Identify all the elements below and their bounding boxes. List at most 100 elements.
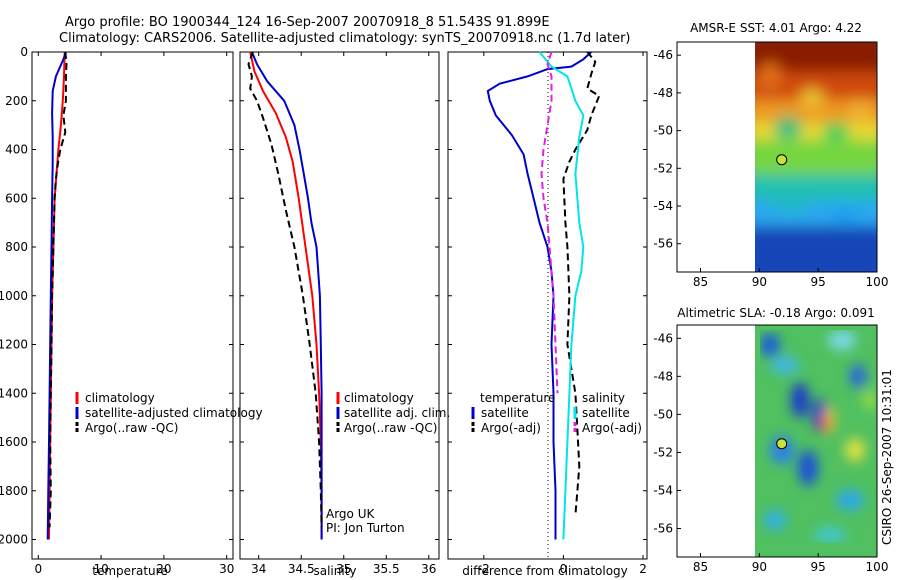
series-line-salinity-argo-adj- <box>540 51 559 394</box>
x-tick-label: 0 <box>560 562 568 576</box>
temperature-series <box>46 51 68 540</box>
temperature-y-ticks: 0 200 400 600 800 1000 1200 1400 1600 1800 2000 <box>0 45 233 547</box>
salinity-axes-frame <box>239 51 440 560</box>
legend-label-argo: Argo(..raw -QC) <box>85 421 178 435</box>
y-tick-label: 600 <box>5 191 28 205</box>
map-y-tick-label: -46 <box>653 48 673 62</box>
sla-map-panel: Altimetric SLA: -0.18 Argo: 0.091 <box>653 306 888 574</box>
series-line-climatology <box>249 51 323 540</box>
timestamp-stamp: CSIRO 26-Sep-2007 10:31:01 <box>880 369 894 545</box>
difference-panel: -2 0 2 difference from climatology tempera… <box>447 51 648 578</box>
difference-series <box>486 51 601 540</box>
header-line-2: Climatology: CARS2006. Satellite-adjuste… <box>59 31 631 46</box>
x-tick-label: 10 <box>93 562 108 576</box>
map-x-tick-label: 90 <box>752 275 767 289</box>
y-tick-label: 0 <box>20 45 28 59</box>
difference-legend: temperature salinity satellite Argo(-adj… <box>471 391 642 435</box>
temperature-x-ticks: 0 10 20 30 <box>34 52 234 576</box>
sla-argo-marker <box>776 438 788 450</box>
x-tick-label: 2 <box>639 562 647 576</box>
sla-heatmap-field <box>755 325 877 557</box>
y-tick-label: 400 <box>5 143 28 157</box>
y-tick-label: 800 <box>5 240 28 254</box>
map-y-tick-label: -52 <box>653 161 673 175</box>
salinity-x-label: salinity <box>313 564 356 578</box>
salinity-x-ticks: 34 34.5 35 35.5 36 <box>240 51 439 576</box>
y-tick-label: 1800 <box>0 484 28 498</box>
legend-label-satellite: satellite adj. clim. <box>344 406 450 420</box>
x-tick-label: 36 <box>421 562 436 576</box>
difference-x-label: difference from climatology <box>462 564 628 578</box>
sst-map-frame <box>676 41 878 273</box>
x-tick-label: 34 <box>251 562 266 576</box>
map-y-tick-label: -56 <box>653 521 673 535</box>
y-tick-label: 1400 <box>0 386 28 400</box>
salinity-legend: climatology satellite adj. clim. Argo(..… <box>336 391 450 435</box>
x-tick-label: 34.5 <box>288 562 315 576</box>
legend-label-temp-satellite: satellite <box>481 406 529 420</box>
sla-map-ticks: 85 90 95 100 -46 -48 -50 -52 -54 -56 <box>653 331 888 574</box>
legend-label-climatology: climatology <box>344 391 414 405</box>
legend-label-satellite: satellite-adjusted climatology <box>85 406 263 420</box>
series-line-argo-raw-qc- <box>247 51 323 528</box>
float-owner-label: Argo UK <box>326 507 375 521</box>
y-tick-label: 1000 <box>0 289 28 303</box>
sst-heatmap-field <box>755 42 877 272</box>
x-tick-label: 35 <box>336 562 351 576</box>
legend-group-salinity: salinity <box>582 391 625 405</box>
map-y-tick-label: -48 <box>653 86 673 100</box>
map-y-tick-label: -46 <box>653 331 673 345</box>
y-tick-label: 1600 <box>0 435 28 449</box>
series-line-temperature-argo-adj- <box>562 51 601 516</box>
temperature-panel: 0 200 400 600 800 1000 1200 1400 1600 1800 2000 0 1… <box>0 45 263 578</box>
pi-label: PI: Jon Turton <box>326 521 405 535</box>
sst-map-ticks: 85 90 95 100 -46 -48 -50 -52 -54 -56 <box>653 48 888 289</box>
y-tick-label: 1200 <box>0 338 28 352</box>
series-line-satellite-adj-clim- <box>250 51 323 540</box>
temperature-legend: climatology satellite-adjusted climatolo… <box>75 391 263 435</box>
map-x-tick-label: 85 <box>693 275 708 289</box>
map-y-tick-label: -50 <box>653 407 673 421</box>
series-line-temperature-satellite <box>486 51 592 540</box>
map-x-tick-label: 100 <box>866 560 889 574</box>
y-tick-label: 200 <box>5 94 28 108</box>
series-line-satellite-adjusted-climatology <box>46 51 67 540</box>
x-tick-label: 30 <box>219 562 234 576</box>
map-y-tick-label: -54 <box>653 483 673 497</box>
map-x-tick-label: 85 <box>693 560 708 574</box>
legend-label-sal-argo: Argo(-adj) <box>582 421 642 435</box>
temperature-x-label: temperature <box>92 564 167 578</box>
legend-group-temperature: temperature <box>480 391 555 405</box>
sla-map-title: Altimetric SLA: -0.18 Argo: 0.091 <box>677 306 874 320</box>
map-x-tick-label: 90 <box>752 560 767 574</box>
sst-map-title: AMSR-E SST: 4.01 Argo: 4.22 <box>690 21 862 35</box>
salinity-series <box>247 51 323 540</box>
x-tick-label: 0 <box>34 562 42 576</box>
y-tick-label: 2000 <box>0 533 28 547</box>
series-line-salinity-satellite <box>538 51 585 540</box>
x-tick-label: 35.5 <box>373 562 400 576</box>
salinity-panel: 34 34.5 35 35.5 36 salinity climatology sate… <box>239 51 450 578</box>
map-y-tick-label: -56 <box>653 237 673 251</box>
sst-map-panel: AMSR-E SST: 4.01 Argo: 4.22 <box>653 21 888 289</box>
sla-map-frame <box>676 324 878 558</box>
difference-x-ticks: -2 0 2 <box>448 51 647 576</box>
map-x-tick-label: 100 <box>866 275 889 289</box>
series-line-climatology <box>48 51 66 540</box>
sst-argo-marker <box>776 154 788 166</box>
map-x-tick-label: 95 <box>811 560 826 574</box>
map-y-tick-label: -48 <box>653 369 673 383</box>
x-tick-label: -2 <box>478 562 490 576</box>
map-y-tick-label: -54 <box>653 199 673 213</box>
legend-label-sal-satellite: satellite <box>582 406 630 420</box>
temperature-axes-frame <box>31 51 234 560</box>
map-x-tick-label: 95 <box>811 275 826 289</box>
legend-label-argo: Argo(..raw -QC) <box>344 421 437 435</box>
x-tick-label: 20 <box>156 562 171 576</box>
map-y-tick-label: -50 <box>653 124 673 138</box>
header-line-1: Argo profile: BO 1900344_124 16-Sep-2007… <box>65 15 550 30</box>
legend-label-climatology: climatology <box>85 391 155 405</box>
legend-label-temp-argo: Argo(-adj) <box>481 421 541 435</box>
map-y-tick-label: -52 <box>653 445 673 459</box>
